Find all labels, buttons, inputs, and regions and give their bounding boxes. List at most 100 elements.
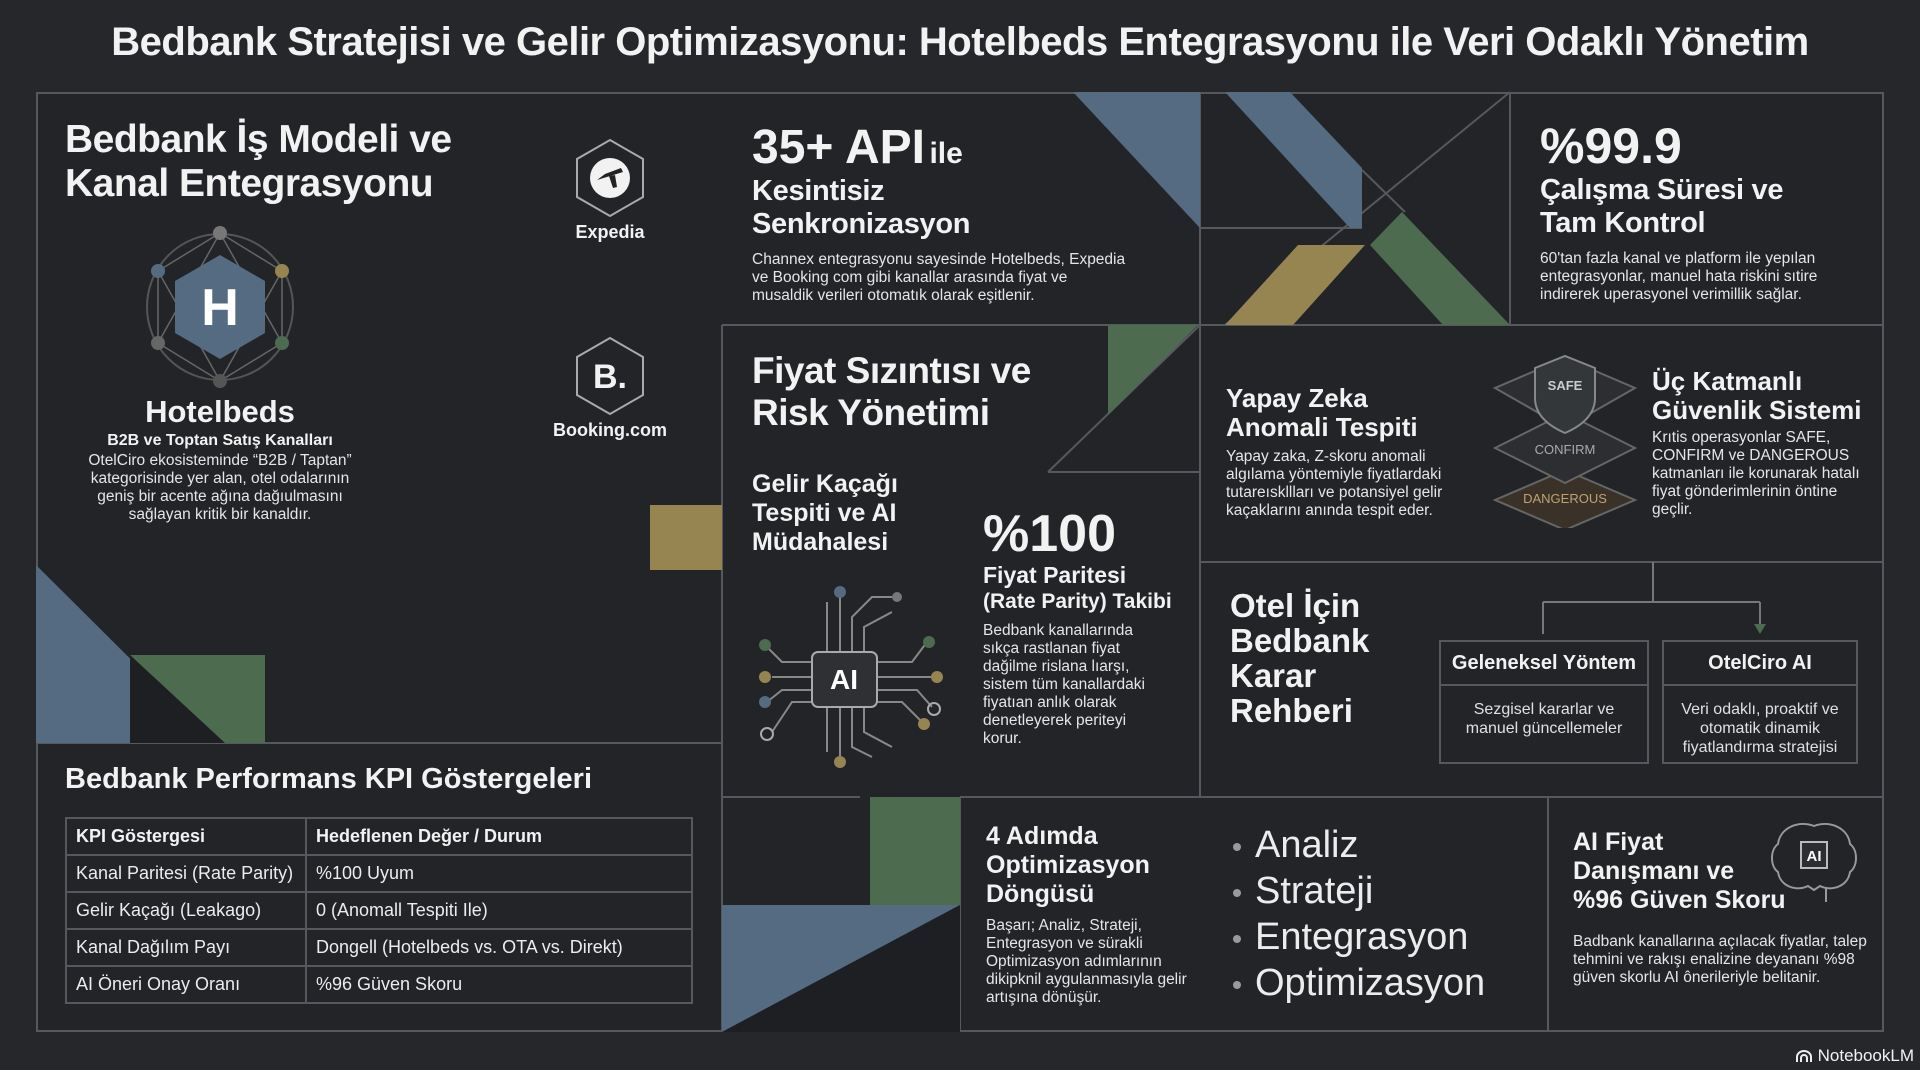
- anomaly-title: Anomali Tespiti: [1226, 412, 1418, 442]
- column-header: Hedeflenen Değer / Durum: [305, 817, 693, 856]
- advisor-description: Badbank kanallarına açılacak fiyatlar, t…: [1573, 933, 1867, 986]
- ai-chip-icon: AI: [759, 586, 943, 768]
- api-title: Senkronizasyon: [752, 208, 971, 240]
- option-title: OtelCiro AI: [1664, 642, 1856, 686]
- hotelbeds-subtitle: B2B ve Toptan Satış Kanalları: [107, 432, 333, 449]
- decision-title: Karar: [1230, 657, 1317, 694]
- uptime-title: Tam Kontrol: [1540, 207, 1706, 239]
- kpi-name: Kanal Dağılım Payı: [65, 928, 307, 967]
- api-description: Channex entegrasyonu sayesinde Hotelbeds…: [752, 251, 1126, 304]
- green-square: [870, 797, 960, 905]
- arrow-down-icon: [1754, 624, 1766, 634]
- option-text: Sezgisel kararlar ve manuel güncellemele…: [1465, 701, 1623, 737]
- security-layers-icon: SAFE CONFIRM DANGEROUS: [1492, 354, 1638, 528]
- booking-logo-icon: B.: [576, 336, 644, 416]
- kpi-table: KPI Göstergesi Hedeflenen Değer / Durum K…: [65, 817, 693, 1004]
- option-traditional: Geleneksel Yöntem Sezgisel kararlar ve m…: [1439, 640, 1649, 764]
- section-title: Bedbank İş Modeli ve: [65, 118, 452, 161]
- svg-text:DANGEROUS: DANGEROUS: [1523, 491, 1607, 506]
- svg-text:CONFIRM: CONFIRM: [1535, 442, 1596, 457]
- anomaly-title: Yapay Zeka: [1226, 383, 1368, 413]
- parity-description: Bedbank kanallarında sıkça rastlanan fiy…: [983, 622, 1145, 747]
- parity-stat: %100: [983, 505, 1116, 563]
- expedia-plane-icon: [576, 138, 644, 218]
- kpi-value: 0 (Anomall Tespiti Ile): [305, 891, 693, 930]
- channel-expedia-label: Expedia: [575, 222, 645, 242]
- hotelbeds-description: OtelCiro ekosisteminde “B2B / Taptan” ka…: [88, 452, 352, 523]
- table-row: Kanal Paritesi (Rate Parity) %100 Uyum: [65, 854, 693, 893]
- section-title: Kanal Entegrasyonu: [65, 162, 434, 205]
- svg-text:SAFE: SAFE: [1548, 378, 1583, 393]
- svg-text:B.: B.: [593, 358, 627, 396]
- step-item: Strateji: [1233, 868, 1485, 914]
- decision-title: Otel İçin: [1230, 587, 1361, 624]
- step-item: Entegrasyon: [1233, 914, 1485, 960]
- decision-title: Bedbank: [1230, 622, 1370, 659]
- optimization-title: Optimizasyon: [986, 851, 1150, 879]
- risk-title: Risk Yönetimi: [752, 392, 990, 433]
- page-title: Bedbank Stratejisi ve Gelir Optimizasyon…: [111, 20, 1809, 64]
- hotelbeds-name: Hotelbeds: [145, 394, 295, 429]
- security-title: Güvenlik Sistemi: [1652, 395, 1862, 425]
- uptime-headline: %99.9: [1540, 118, 1682, 174]
- api-title: Kesintisiz: [752, 175, 885, 207]
- divider-line: [1361, 169, 1406, 213]
- risk-subtitle: Gelir Kaçağı Tespiti ve AI Müdahalesi: [752, 470, 898, 556]
- green-band: [1370, 212, 1510, 325]
- uptime-title: Çalışma Süresi ve: [1540, 174, 1784, 206]
- anomaly-description: Yapay zaka, Z-skoru anomali algılama yön…: [1226, 448, 1443, 519]
- kpi-title: Bedbank Performans KPI Göstergeleri: [65, 763, 592, 795]
- kpi-value: Dongell (Hotelbeds vs. OTA vs. Direkt): [305, 928, 693, 967]
- parity-title: Fiyat Paritesi: [983, 562, 1127, 588]
- ai-brain-icon: AI: [1771, 823, 1857, 902]
- optimization-steps: Analiz Strateji Entegrasyon Optimizasyon: [1233, 822, 1485, 1006]
- watermark-text: NotebookLM: [1817, 1046, 1914, 1065]
- hotelbeds-network-icon: H: [146, 226, 294, 388]
- uptime-description: 60'tan fazla kanal ve platform ile yepıl…: [1540, 250, 1818, 303]
- option-text: Veri odaklı, proaktif ve otomatik dinami…: [1681, 701, 1839, 756]
- blue-triangle: [1073, 92, 1200, 228]
- svg-text:AI: AI: [1807, 848, 1822, 865]
- decision-connector: [1542, 562, 1766, 634]
- column-header: KPI Göstergesi: [65, 817, 307, 856]
- svg-text:AI: AI: [830, 664, 858, 695]
- option-title: Geleneksel Yöntem: [1441, 642, 1647, 686]
- kpi-value: %100 Uyum: [305, 854, 693, 893]
- kpi-name: Kanal Paritesi (Rate Parity): [65, 854, 307, 893]
- advisor-title: Danışmanı ve: [1573, 857, 1735, 885]
- shield-icon: [1534, 354, 1596, 435]
- blue-band: [1225, 92, 1362, 228]
- option-otelciro-ai: OtelCiro AI Veri odaklı, proaktif ve oto…: [1662, 640, 1858, 764]
- table-header-row: KPI Göstergesi Hedeflenen Değer / Durum: [65, 817, 693, 856]
- dark-triangle: [130, 655, 225, 743]
- layer-dangerous: [1492, 468, 1638, 528]
- step-item: Analiz: [1233, 822, 1485, 868]
- optimization-title: 4 Adımda: [986, 822, 1098, 850]
- security-description: Krıtis operasyonlar SAFE, CONFIRM ve DAN…: [1652, 429, 1860, 518]
- api-headline: 35+ API: [752, 121, 925, 174]
- green-triangle: [1108, 325, 1198, 415]
- table-row: Kanal Dağılım Payı Dongell (Hotelbeds vs.…: [65, 928, 693, 967]
- optimization-description: Başarı; Analiz, Strateji, Entegrasyon ve…: [986, 917, 1187, 1006]
- kpi-name: AI Öneri Onay Oranı: [65, 965, 307, 1004]
- green-triangle: [130, 655, 265, 743]
- parity-title: (Rate Parity) Takibi: [983, 590, 1172, 613]
- decision-title: Rehberi: [1230, 692, 1353, 729]
- kpi-name: Gelir Kaçağı (Leakago): [65, 891, 307, 930]
- table-row: AI Öneri Onay Oranı %96 Güven Skoru: [65, 965, 693, 1004]
- layer-confirm: [1492, 411, 1638, 485]
- step-item: Optimizasyon: [1233, 960, 1485, 1006]
- api-headline-suffix: ile: [929, 137, 963, 170]
- security-title: Üç Katmanlı: [1652, 366, 1803, 396]
- notebooklm-logo-icon: [1795, 1050, 1812, 1062]
- advisor-title: AI Fiyat: [1573, 828, 1664, 856]
- risk-title: Fiyat Sızıntısı ve: [752, 350, 1031, 391]
- table-row: Gelir Kaçağı (Leakago) 0 (Anomall Tespiti…: [65, 891, 693, 930]
- gold-parallelogram: [1225, 245, 1365, 325]
- svg-text:H: H: [201, 279, 239, 337]
- dark-triangle: [722, 905, 960, 1032]
- optimization-title: Döngüsü: [986, 880, 1095, 908]
- notebooklm-watermark: NotebookLM: [1795, 1046, 1914, 1066]
- kpi-value: %96 Güven Skoru: [305, 965, 693, 1004]
